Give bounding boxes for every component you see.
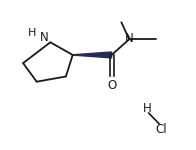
Text: N: N [40, 31, 49, 44]
Text: O: O [107, 79, 116, 92]
Polygon shape [73, 52, 112, 58]
Text: N: N [125, 32, 133, 45]
Text: Cl: Cl [156, 123, 167, 136]
Text: H: H [143, 102, 152, 115]
Text: H: H [28, 28, 36, 38]
